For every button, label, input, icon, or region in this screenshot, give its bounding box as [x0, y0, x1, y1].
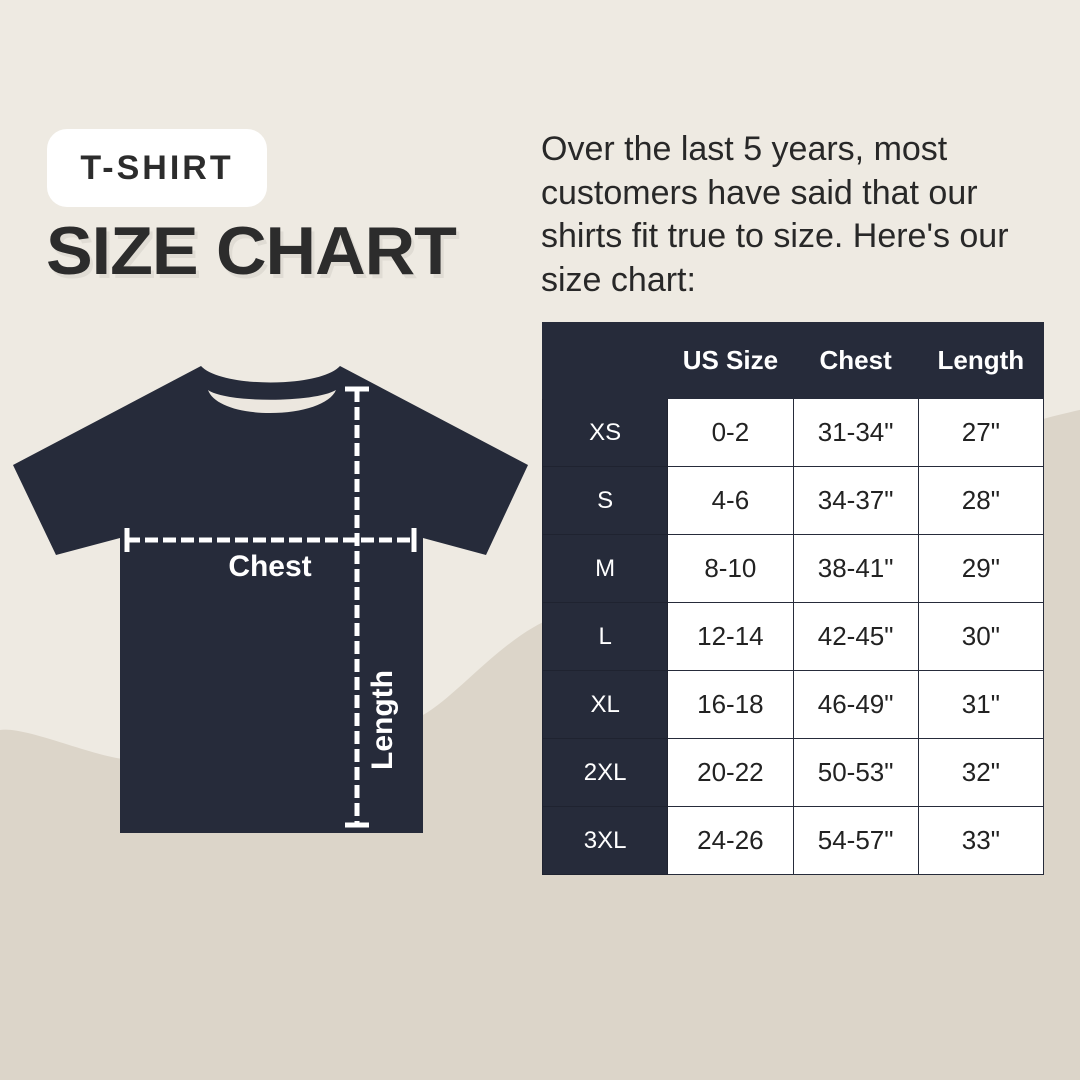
svg-text:Length: Length	[366, 670, 399, 770]
svg-text:Chest: Chest	[228, 550, 311, 583]
